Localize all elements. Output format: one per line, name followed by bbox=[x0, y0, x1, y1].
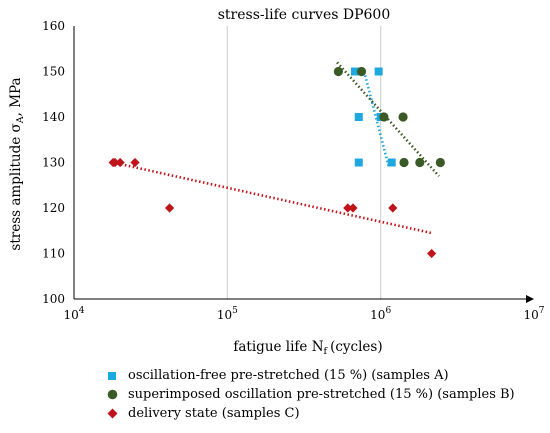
data-point-square bbox=[354, 113, 363, 121]
x-axis-label-unit: (cycles) bbox=[330, 339, 383, 355]
circle-marker-icon bbox=[104, 389, 120, 401]
y-axis-label-subscript: A bbox=[15, 116, 26, 124]
y-tick-label: 120 bbox=[42, 201, 65, 215]
legend-item-samples-c: delivery state (samples C) bbox=[104, 404, 515, 423]
data-point-square bbox=[350, 67, 359, 76]
x-axis-arrow-icon bbox=[526, 295, 534, 303]
x-axis-label-subscript: f bbox=[324, 346, 329, 357]
trend-line-series-0 bbox=[362, 71, 391, 168]
data-point-circle bbox=[379, 112, 389, 122]
x-tick-label: 105 bbox=[217, 306, 238, 322]
x-axis-title: fatigue life Nf (cycles) bbox=[233, 339, 382, 357]
data-point-diamond bbox=[110, 157, 120, 168]
data-point-circle bbox=[415, 157, 425, 168]
y-tick-label: 110 bbox=[42, 247, 65, 261]
x-tick-label: 104 bbox=[63, 306, 84, 322]
data-point-circle bbox=[398, 112, 408, 122]
data-point-diamond bbox=[343, 203, 353, 213]
chart-legend: oscillation-free pre-stretched (15 %) (s… bbox=[104, 366, 515, 423]
legend-label-samples-b: superimposed oscillation pre-stretched (… bbox=[128, 387, 515, 402]
data-point-circle bbox=[399, 157, 409, 168]
data-point-circle bbox=[356, 66, 367, 77]
x-tick-label: 107 bbox=[523, 306, 544, 322]
y-axis-label-unit: , MPa bbox=[8, 77, 24, 116]
x-tick-label: 106 bbox=[370, 306, 391, 322]
y-tick-label: 130 bbox=[42, 156, 65, 170]
axes bbox=[73, 26, 534, 303]
data-point-square bbox=[374, 67, 383, 76]
data-points bbox=[108, 66, 445, 259]
data-point-diamond bbox=[164, 203, 175, 213]
y-axis-label: stress amplitude σ bbox=[8, 123, 24, 250]
x-axis-label: fatigue life N bbox=[233, 339, 323, 355]
y-tick-label: 140 bbox=[42, 110, 65, 124]
legend-item-samples-b: superimposed oscillation pre-stretched (… bbox=[104, 385, 515, 404]
y-tick-label: 100 bbox=[42, 292, 65, 306]
legend-label-samples-a: oscillation-free pre-stretched (15 %) (s… bbox=[128, 368, 449, 383]
legend-item-samples-a: oscillation-free pre-stretched (15 %) (s… bbox=[104, 366, 515, 385]
y-tick-label: 160 bbox=[42, 19, 65, 33]
trend-line-series-2 bbox=[112, 161, 432, 235]
data-point-circle bbox=[435, 157, 445, 168]
data-point-diamond bbox=[348, 203, 358, 213]
data-point-diamond bbox=[427, 248, 437, 259]
data-point-diamond bbox=[388, 203, 398, 213]
trend-line-series-1 bbox=[336, 61, 440, 178]
legend-label-samples-c: delivery state (samples C) bbox=[128, 406, 300, 421]
chart-title: stress-life curves DP600 bbox=[218, 7, 391, 23]
data-point-diamond bbox=[130, 157, 140, 168]
diamond-marker-icon bbox=[104, 408, 120, 420]
data-point-circle bbox=[333, 66, 343, 77]
y-tick-label: 150 bbox=[42, 65, 65, 79]
data-point-square bbox=[354, 158, 363, 167]
square-marker-icon bbox=[104, 370, 120, 382]
data-point-square bbox=[387, 158, 396, 167]
trend-lines bbox=[112, 61, 440, 235]
data-point-diamond bbox=[115, 157, 125, 168]
tick-labels: 100 110 120 130 140 150 160 104 105 106 107 bbox=[42, 19, 545, 322]
y-axis-title: stress amplitude σA, MPa bbox=[8, 77, 26, 250]
